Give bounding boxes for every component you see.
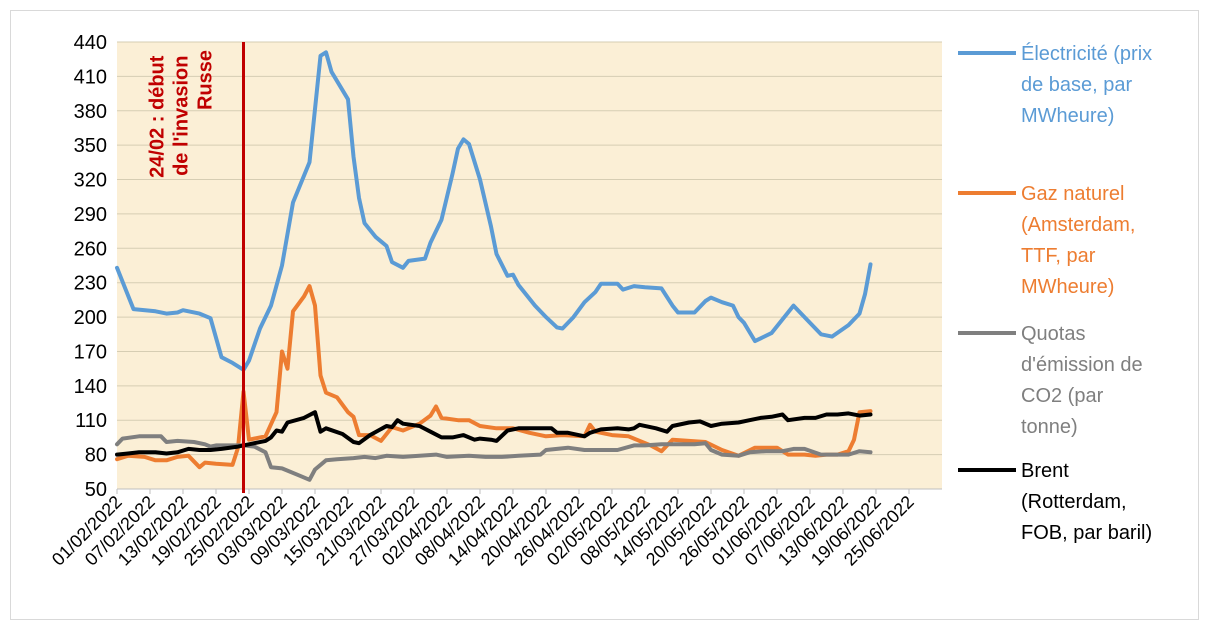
invasion-label-line-2: de l'invasion: [171, 56, 193, 176]
legend: Électricité (prix de base, par MWheure)Gaz…: [958, 42, 1152, 544]
legend-label-4: Brent (Rotterdam, FOB, par baril): [1021, 460, 1152, 544]
legend-label-line: tonne): [1021, 416, 1078, 438]
legend-label-line: MWheure): [1021, 276, 1114, 298]
legend-label-line: Gaz naturel: [1021, 183, 1124, 205]
legend-label-line: d'émission de: [1021, 354, 1143, 376]
legend-label-line: (Rotterdam,: [1021, 491, 1127, 513]
chart-frame: [10, 10, 1199, 620]
series-line-4: [115, 410, 873, 457]
legend-label-line: TTF, par: [1021, 245, 1096, 267]
y-tick-label: 140: [74, 376, 107, 398]
legend-label-2: Gaz naturel (Amsterdam, TTF, par MWheure): [1021, 183, 1135, 298]
legend-label-line: FOB, par baril): [1021, 522, 1152, 544]
series-line-1: [115, 50, 873, 372]
y-tick-label: 200: [74, 307, 107, 329]
y-tick-label: 380: [74, 101, 107, 123]
y-tick-label: 170: [74, 341, 107, 363]
legend-label-line: Électricité (prix: [1021, 42, 1152, 65]
invasion-label-line-1: 24/02 : début: [147, 55, 169, 178]
y-tick-label: 260: [74, 238, 107, 260]
legend-label-line: CO2 (par: [1021, 385, 1104, 407]
invasion-label-line-3: Russe: [195, 50, 217, 110]
legend-label-3: Quotas d'émission de CO2 (par tonne): [1021, 323, 1143, 438]
y-tick-label: 110: [75, 410, 107, 432]
series-line-3: [115, 434, 873, 482]
plot-area: [117, 42, 942, 489]
legend-label-line: de base, par: [1021, 74, 1133, 96]
y-tick-label: 320: [74, 170, 107, 192]
series-lines: [115, 50, 873, 482]
y-tick-label: 350: [74, 135, 107, 157]
y-axis: 50 80 110 140 170 200 230 260 290 320 350 380 410 440: [74, 32, 942, 501]
invasion-label: 24/02 : début de l'invasion Russe: [147, 50, 217, 178]
invasion-annotation: 24/02 : début de l'invasion Russe: [147, 42, 245, 493]
y-tick-label: 410: [74, 66, 107, 88]
legend-label-line: MWheure): [1021, 105, 1114, 127]
legend-label-line: (Amsterdam,: [1021, 214, 1135, 236]
legend-label-line: Brent: [1021, 460, 1069, 482]
y-tick-label: 80: [85, 445, 107, 467]
y-tick-label: 230: [74, 273, 107, 295]
x-axis: 01/02/202207/02/202213/02/202219/02/2022…: [48, 489, 918, 570]
y-tick-label: 290: [74, 204, 107, 226]
y-tick-label: 50: [85, 479, 107, 501]
y-tick-label: 440: [74, 32, 107, 54]
legend-label-1: Électricité (prix de base, par MWheure): [1021, 42, 1152, 127]
legend-label-line: Quotas: [1021, 323, 1085, 345]
